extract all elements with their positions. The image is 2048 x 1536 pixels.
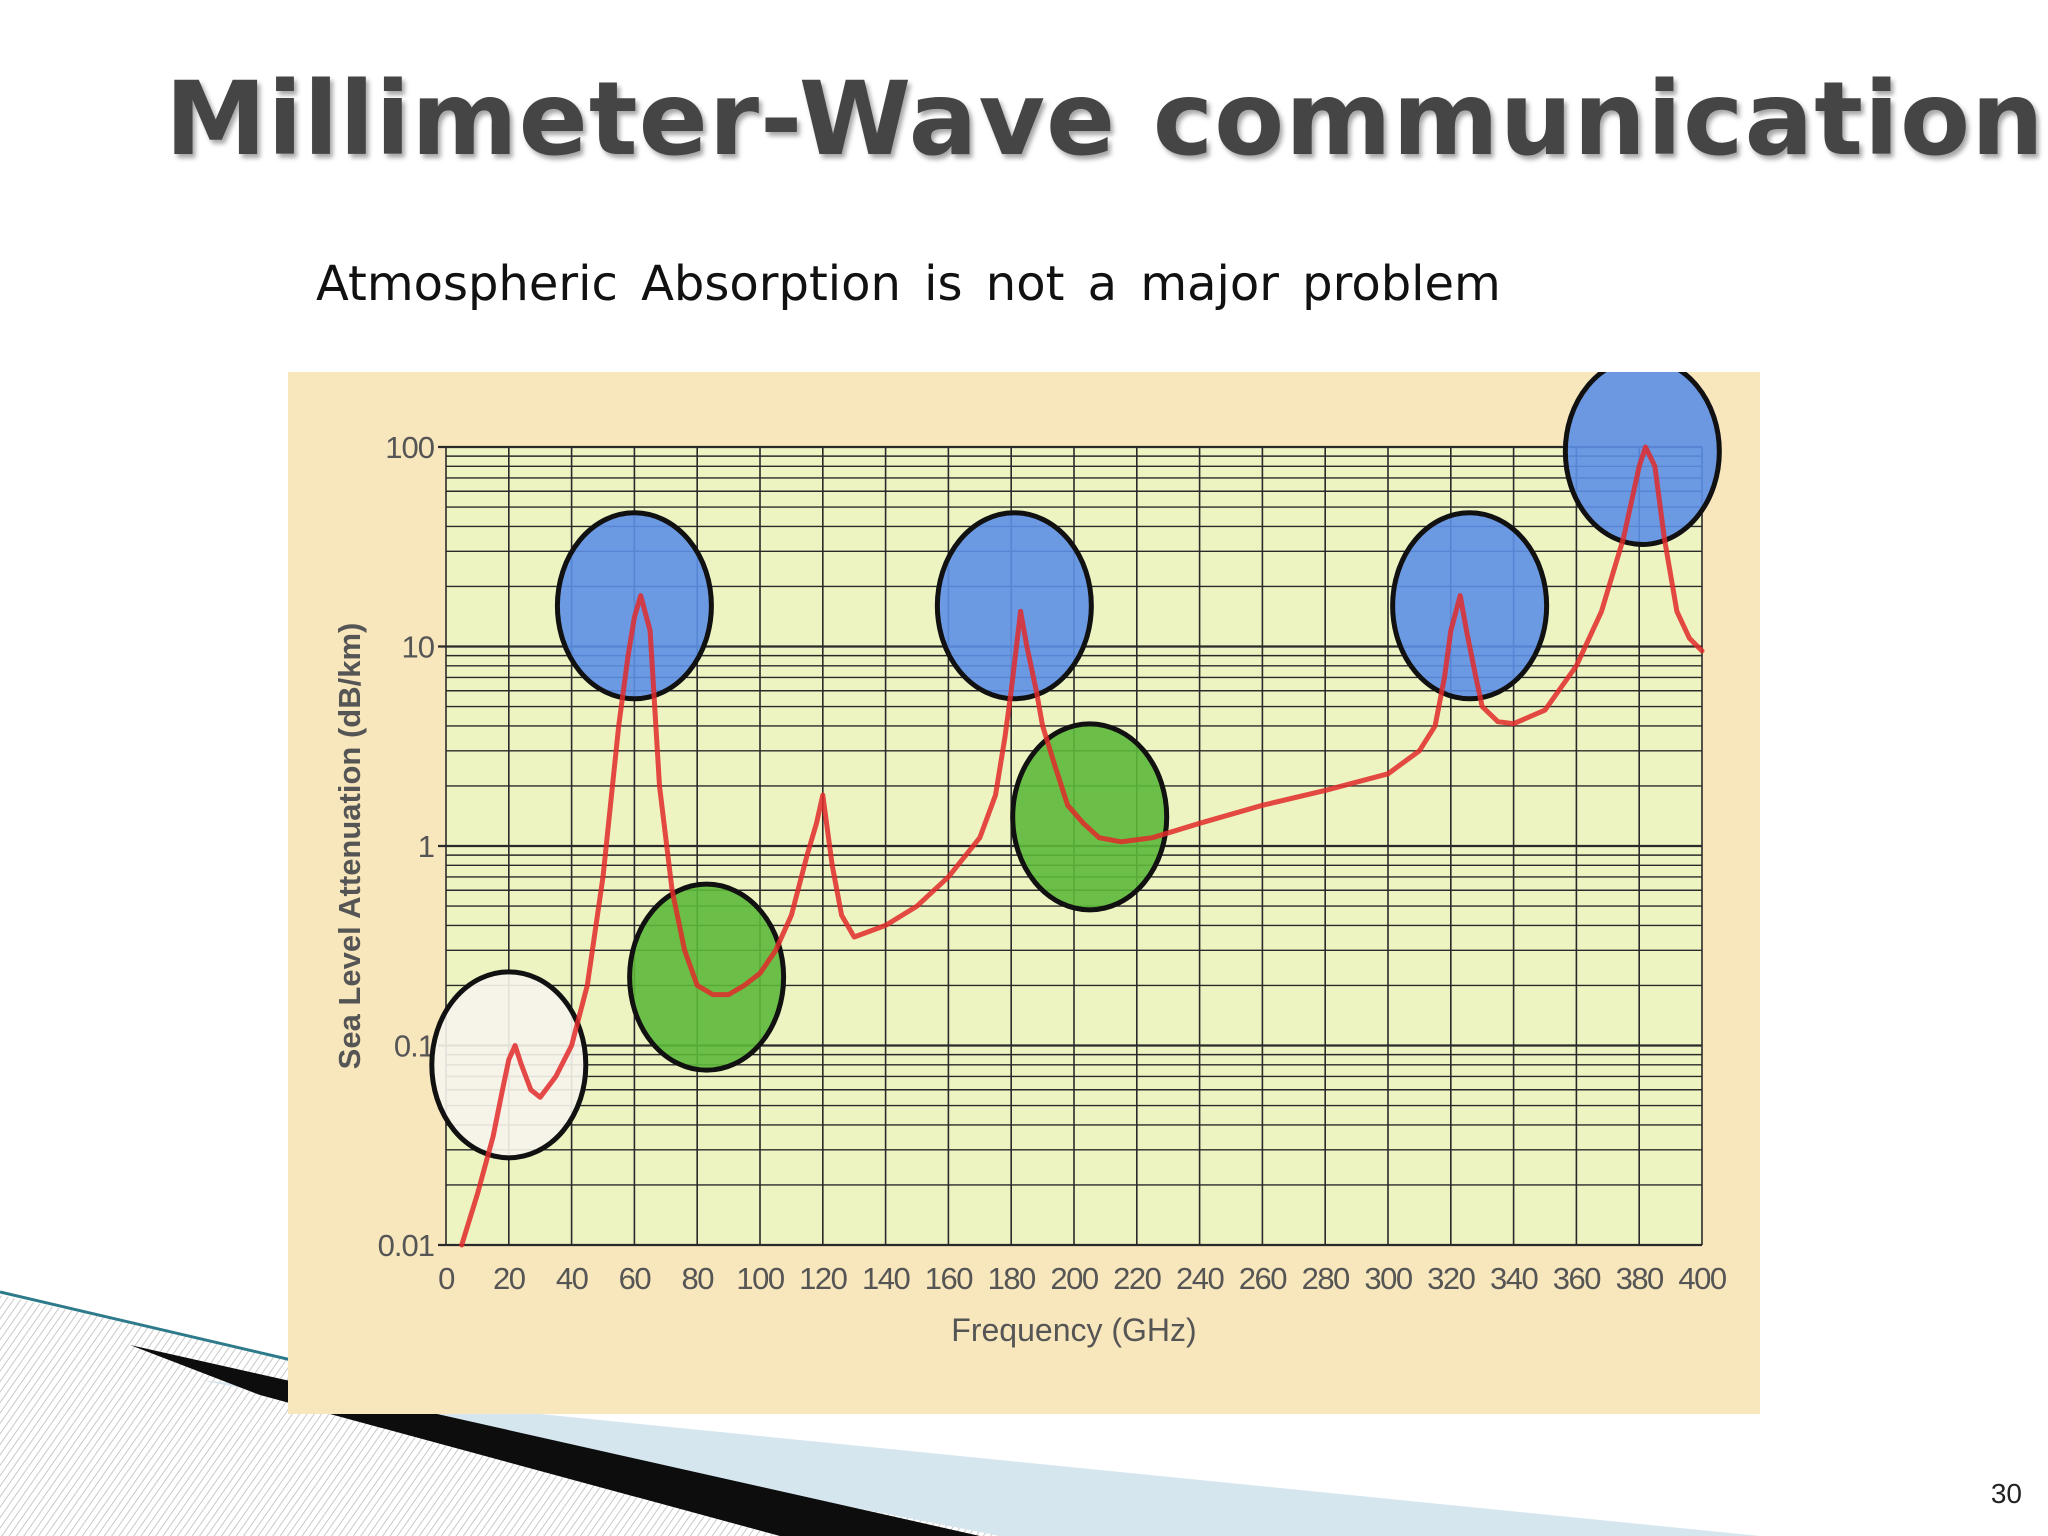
x-tick-label: 40	[556, 1261, 589, 1296]
y-tick-label: 10	[402, 630, 435, 665]
x-tick-label: 400	[1678, 1261, 1726, 1296]
x-tick-label: 80	[681, 1261, 714, 1296]
y-tick-label: 0.01	[378, 1228, 434, 1263]
x-tick-label: 200	[1050, 1261, 1098, 1296]
x-tick-label: 300	[1364, 1261, 1412, 1296]
x-tick-label: 360	[1553, 1261, 1601, 1296]
y-tick-label: 100	[385, 430, 434, 465]
x-tick-labels: 0 20 40 60 80 100 120 140 160 180 200 220 240 260 280 3…	[438, 1261, 1728, 1296]
x-tick-label: 140	[862, 1261, 910, 1296]
highlight-circle	[934, 510, 1094, 702]
y-tick-label: 1	[418, 829, 434, 864]
x-tick-label: 380	[1616, 1261, 1664, 1296]
x-tick-label: 340	[1490, 1261, 1538, 1296]
x-tick-label: 180	[988, 1261, 1036, 1296]
y-tick-labels: 0.01 0.1 1 10 100	[378, 430, 436, 1263]
x-tick-label: 160	[925, 1261, 973, 1296]
x-tick-label: 220	[1113, 1261, 1161, 1296]
light-blue-wedge	[200, 1380, 1760, 1536]
x-tick-label: 240	[1176, 1261, 1224, 1296]
x-tick-label: 100	[736, 1261, 784, 1296]
highlight-circle	[627, 881, 787, 1073]
highlight-circle	[1390, 510, 1550, 702]
x-tick-label: 20	[493, 1261, 526, 1296]
attenuation-series-line	[459, 444, 1705, 1248]
x-tick-label: 280	[1302, 1261, 1350, 1296]
y-tick-label: 0.1	[394, 1029, 434, 1064]
y-axis-title: Sea Level Attenuation (dB/km)	[332, 623, 367, 1070]
highlight-circles	[429, 372, 1722, 1161]
x-tick-label: 60	[619, 1261, 652, 1296]
teal-stroke	[0, 1290, 301, 1364]
x-axis-title: Frequency (GHz)	[951, 1312, 1196, 1348]
x-tick-label: 320	[1427, 1261, 1475, 1296]
page-number: 30	[1990, 1478, 2022, 1509]
x-tick-label: 0	[438, 1261, 455, 1296]
x-tick-label: 120	[799, 1261, 847, 1296]
attenuation-chart: 0 20 40 60 80 100 120 140 160 180 200 220 240 260 280 3…	[288, 372, 1760, 1414]
highlight-circle	[554, 510, 714, 702]
slide-subtitle: Atmospheric Absorption is not a major pr…	[316, 256, 1501, 312]
x-tick-label: 260	[1239, 1261, 1287, 1296]
highlight-circle	[1010, 721, 1170, 913]
slide-title: Millimeter-Wave communication	[165, 60, 2045, 179]
